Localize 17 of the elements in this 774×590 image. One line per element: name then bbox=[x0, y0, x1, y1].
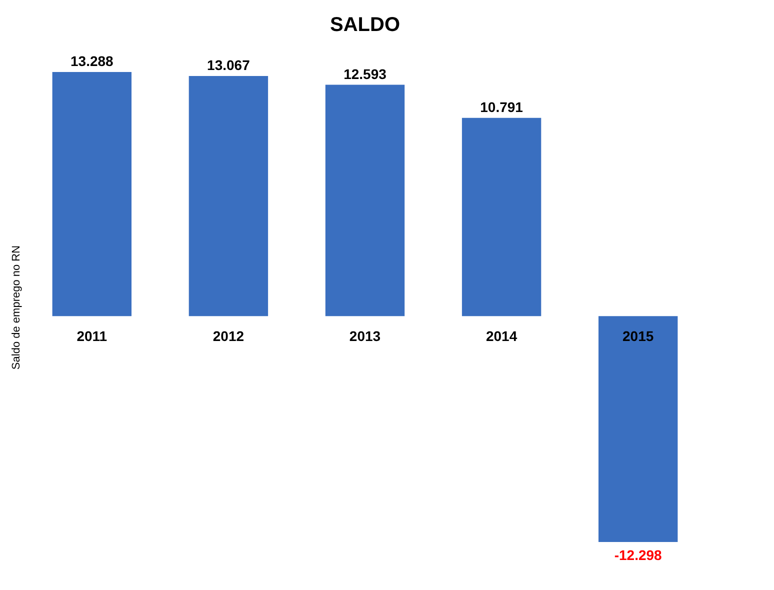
bar bbox=[52, 72, 132, 316]
bar bbox=[325, 84, 405, 316]
x-tick-label: 2014 bbox=[486, 328, 518, 344]
x-tick-label: 2013 bbox=[349, 328, 381, 344]
x-tick-label: 2011 bbox=[76, 328, 108, 344]
x-tick-label: 2015 bbox=[622, 328, 654, 344]
bar bbox=[188, 76, 268, 316]
data-label: 13.288 bbox=[70, 53, 114, 69]
x-tick-label: 2012 bbox=[212, 328, 244, 344]
data-label: 13.067 bbox=[207, 57, 250, 74]
data-label: -12.298 bbox=[614, 547, 662, 563]
bar bbox=[598, 316, 678, 542]
data-label: 12.593 bbox=[344, 66, 387, 82]
y-axis-title: Saldo de emprego no RN bbox=[10, 245, 22, 370]
chart-title: SALDO bbox=[330, 14, 400, 36]
data-label: 10.791 bbox=[480, 98, 524, 115]
bar bbox=[462, 118, 542, 316]
